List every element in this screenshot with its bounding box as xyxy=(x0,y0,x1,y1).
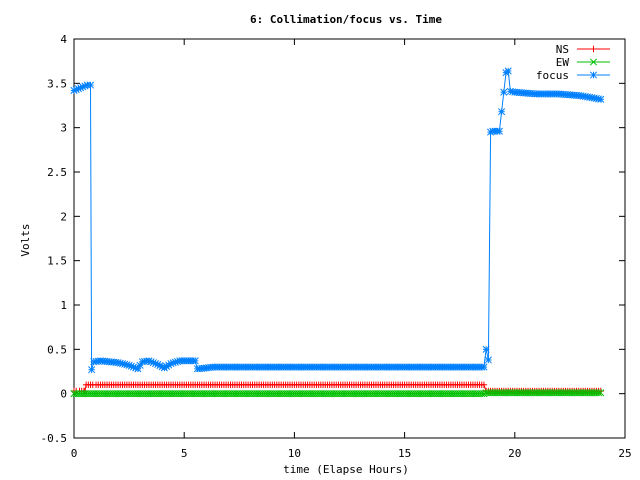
data-point xyxy=(500,88,508,96)
y-tick-label: 1 xyxy=(60,299,67,312)
axes: 0 5 10 15 20 25-0.500.511.522.533.54 xyxy=(41,33,632,460)
data-point xyxy=(480,381,488,388)
y-axis-label: Volts xyxy=(19,223,32,256)
x-tick-label: 25 xyxy=(618,447,631,460)
y-tick-label: -0.5 xyxy=(41,432,68,445)
y-tick-label: 1.5 xyxy=(47,255,67,268)
data-point xyxy=(478,390,486,398)
data-point xyxy=(88,366,96,374)
y-tick-label: 3 xyxy=(60,122,67,135)
data-point xyxy=(86,81,95,89)
data-point xyxy=(504,67,512,75)
data-point xyxy=(484,356,492,364)
data-point xyxy=(597,95,605,103)
y-tick-label: 4 xyxy=(60,33,67,46)
data-point xyxy=(495,127,503,135)
legend-marker-ew xyxy=(589,58,598,66)
data-point xyxy=(134,365,142,373)
x-tick-label: 5 xyxy=(181,447,188,460)
x-tick-label: 15 xyxy=(398,447,411,460)
legend-marker-ns xyxy=(590,45,597,53)
x-tick-label: 0 xyxy=(71,447,78,460)
data-point xyxy=(480,363,488,371)
data-point xyxy=(594,389,603,397)
y-tick-label: 0.5 xyxy=(47,343,67,356)
data-point xyxy=(191,357,199,365)
series-focus xyxy=(70,67,605,374)
legend-label-focus: focus xyxy=(536,69,569,82)
y-tick-label: 2.5 xyxy=(47,166,67,179)
data-point xyxy=(480,390,488,398)
x-tick-label: 20 xyxy=(508,447,521,460)
y-tick-label: 0 xyxy=(60,388,67,401)
data-point xyxy=(597,389,605,397)
y-tick-label: 3.5 xyxy=(47,77,67,90)
chart-title: 6: Collimation/focus vs. Time xyxy=(250,13,442,26)
legend-label-ns: NS xyxy=(556,43,569,56)
data-point xyxy=(482,345,490,353)
legend-label-ew: EW xyxy=(556,56,570,69)
data-point xyxy=(498,108,506,116)
plot-frame xyxy=(73,38,626,439)
y-tick-label: 2 xyxy=(60,210,67,223)
series-layer xyxy=(70,67,605,398)
legend-marker-focus xyxy=(589,71,598,79)
series-ew xyxy=(70,389,605,398)
x-tick-label: 10 xyxy=(288,447,301,460)
x-axis-label: time (Elapse Hours) xyxy=(283,463,409,476)
